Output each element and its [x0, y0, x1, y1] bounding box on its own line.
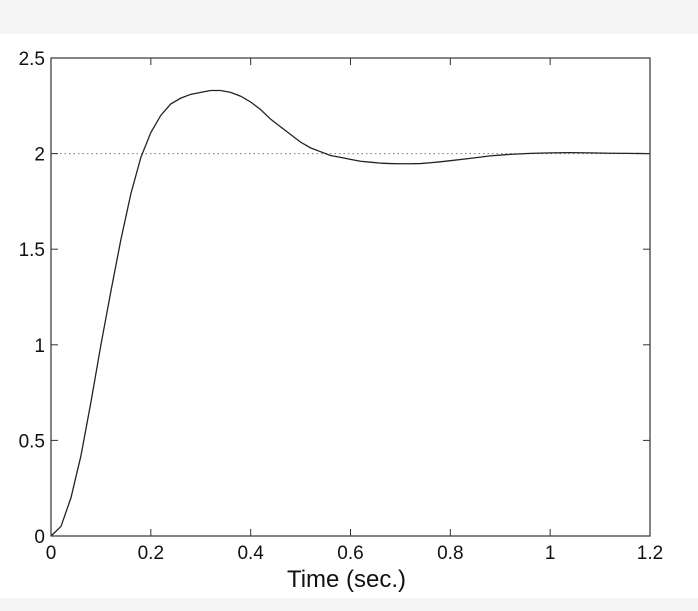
x-tick-label: 1.2 [637, 543, 663, 564]
response-curve-group [50, 89, 651, 537]
y-tick-label: 1 [34, 336, 45, 357]
y-axis-ticks: 0 0.5 1 1.5 2 2.5 [19, 49, 650, 548]
response-curve [50, 89, 651, 537]
x-tick-label: 0.2 [138, 543, 164, 564]
bottom-band [0, 598, 698, 611]
y-tick-label: 0.5 [19, 431, 45, 452]
x-axis-title: Time (sec.) [287, 566, 406, 593]
plot-area [50, 57, 651, 537]
x-tick-label: 1 [545, 543, 556, 564]
x-axis-ticks: 0 0.2 0.4 0.6 0.8 1 1.2 [46, 58, 663, 564]
plot-frame [50, 57, 651, 537]
top-band [0, 0, 698, 34]
x-tick-label: 0.8 [437, 543, 463, 564]
y-tick-label: 2 [34, 145, 45, 166]
y-tick-label: 2.5 [19, 49, 45, 70]
y-tick-label: 0 [34, 527, 45, 548]
x-tick-label: 0.4 [237, 543, 264, 564]
x-tick-label: 0.6 [337, 543, 363, 564]
y-tick-label: 1.5 [19, 240, 45, 261]
x-tick-label: 0 [46, 543, 57, 564]
